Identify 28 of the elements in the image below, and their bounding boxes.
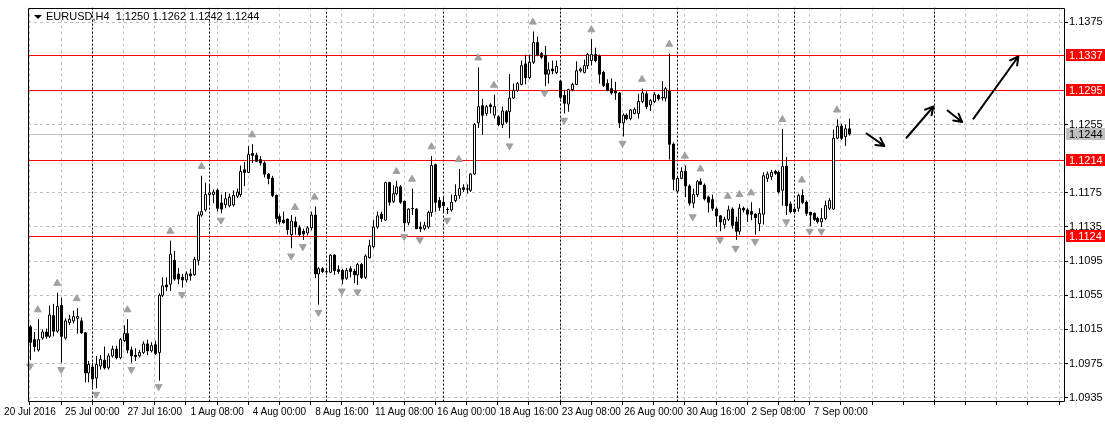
ref-line-label: 1.1295 [1069,83,1103,96]
y-tick-label: 1.0975 [1069,356,1103,369]
ref-line-label: 1.1244 [1069,127,1103,140]
x-tick-label: 1 Aug 08:00 [190,405,245,417]
y-tick-label: 1.1015 [1069,322,1103,335]
x-tick-label: 18 Aug 16:00 [499,405,559,417]
y-tick-label: 1.1095 [1069,254,1103,267]
ref-line-label: 1.1124 [1069,229,1102,242]
ref-line-label: 1.1337 [1069,48,1103,61]
ref-line-label: 1.1214 [1069,153,1103,166]
chart-title: EURUSD,H4 1.1250 1.1262 1.1242 1.1244 [46,9,260,22]
x-tick-label: 11 Aug 08:00 [375,405,434,417]
y-tick-label: 1.0935 [1069,390,1103,403]
y-tick-label: 1.1375 [1069,15,1103,28]
y-tick-label: 1.1255 [1069,117,1103,130]
y-tick-label: 1.1055 [1069,288,1103,301]
x-tick-label: 4 Aug 00:00 [252,405,307,417]
x-tick-label: 20 Jul 2016 [4,405,57,417]
y-tick-label: 1.1175 [1069,185,1102,198]
x-tick-label: 26 Aug 00:00 [624,405,684,417]
x-tick-label: 2 Sep 08:00 [751,405,806,417]
x-tick-label: 16 Aug 00:00 [437,405,497,417]
x-tick-label: 8 Aug 16:00 [315,405,369,417]
x-tick-label: 23 Aug 08:00 [561,405,622,417]
x-tick-label: 7 Sep 00:00 [813,405,869,417]
x-tick-label: 27 Jul 16:00 [127,405,183,417]
x-tick-label: 30 Aug 16:00 [686,405,746,417]
x-tick-label: 25 Jul 00:00 [65,405,120,417]
